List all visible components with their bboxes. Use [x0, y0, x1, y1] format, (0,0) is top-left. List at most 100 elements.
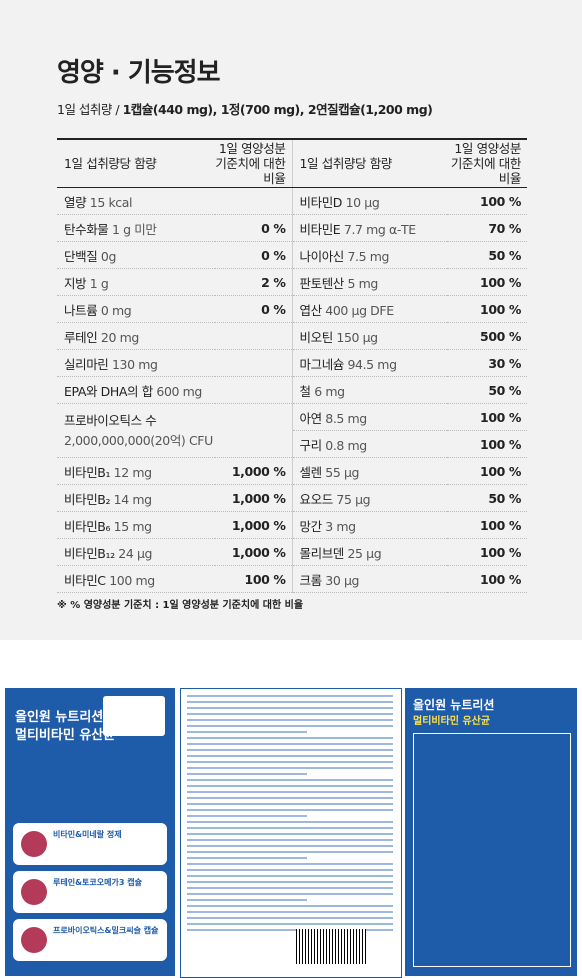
item-amount: 1 g 미만 — [111, 221, 157, 237]
item-amount: 25 μg — [347, 545, 382, 561]
serving: 1일 섭취량 / 1캡슐(440 mg), 1정(700 mg), 2연질캡슐(… — [57, 99, 433, 118]
text-line — [187, 809, 393, 811]
name-cell: 몰리브덴 25 μg — [292, 538, 447, 566]
header-cell: 1일 영양성분 기준치에 대한 비율 — [215, 138, 293, 188]
text-line — [187, 833, 393, 835]
product-card: 루테인&토코오메가3 캡슐 — [13, 871, 167, 913]
item-amount: 14 mg — [113, 491, 152, 507]
package-back — [180, 688, 402, 978]
item-percent: 100 % — [480, 463, 521, 479]
text-line — [187, 785, 393, 787]
nutrition-table: 1일 섭취량당 함량 1일 영양성분 기준치에 대한 비율 1일 섭취량당 함량 1일… — [57, 138, 527, 593]
card-icon — [21, 831, 47, 857]
name-cell: 나트륨 0 mg — [57, 295, 215, 323]
percent-cell: 100 % — [447, 538, 527, 566]
item-name: 비타민C — [64, 572, 106, 588]
text-line — [187, 899, 307, 901]
name-cell: 단백질 0g — [57, 241, 215, 269]
text-line — [187, 863, 393, 865]
table-row: 단백질 0g 0 % 나이아신 7.5 mg 50 % — [57, 241, 527, 269]
item-percent: 50 % — [488, 247, 521, 263]
item-name: 비타민B₆ — [64, 518, 111, 534]
table-row: 비타민B₂ 14 mg 1,000 % 요오드 75 μg 50 % — [57, 484, 527, 512]
item-percent: 1,000 % — [231, 463, 286, 479]
item-name: 요오드 — [299, 491, 334, 507]
percent-cell — [215, 322, 293, 350]
text-line — [187, 707, 393, 709]
text-line — [187, 773, 307, 775]
name-cell: 비타민D 10 μg — [292, 187, 447, 215]
serving-label: 1일 섭취량 / — [57, 102, 123, 117]
item-percent: 100 % — [480, 571, 521, 587]
item-percent: 2 % — [261, 274, 286, 290]
percent-cell: 2 % — [215, 268, 293, 296]
name-cell: 엽산 400 μg DFE — [292, 295, 447, 323]
item-name: 비타민E — [299, 221, 341, 237]
name-cell: 비오틴 150 μg — [292, 322, 447, 350]
name-cell: 비타민B₂ 14 mg — [57, 484, 215, 512]
item-name: 크롬 — [299, 572, 323, 588]
item-name: 몰리브덴 — [299, 545, 345, 561]
item-amount: 600 mg — [156, 383, 202, 399]
text-line — [187, 731, 307, 733]
percent-cell: 1,000 % — [215, 457, 293, 485]
item-name: 비오틴 — [299, 329, 334, 345]
title: 영양 · 기능정보 — [57, 58, 221, 88]
item-amount: 8.5 mg — [325, 410, 367, 426]
name-cell: 비타민E 7.7 mg α-TE — [292, 214, 447, 242]
name-cell: 열량 15 kcal — [57, 187, 215, 215]
text-line — [187, 905, 393, 907]
table-row: 비타민B₁ 12 mg 1,000 % 셀렌 55 μg 100 % — [57, 457, 527, 485]
percent-cell: 0 % — [215, 295, 293, 323]
name-cell: 탄수화물 1 g 미만 — [57, 214, 215, 242]
table-row: 실리마린 130 mg 마그네슘 94.5 mg 30 % — [57, 349, 527, 377]
product-card: 비타민&미네랄 정제 — [13, 823, 167, 865]
item-percent: 1,000 % — [231, 544, 286, 560]
name-cell: EPA와 DHA의 합 600 mg — [57, 376, 215, 404]
item-amount: 15 mg — [113, 518, 152, 534]
item-percent: 100 % — [480, 274, 521, 290]
header-cell: 1일 섭취량당 함량 — [292, 138, 447, 188]
item-percent: 100 % — [480, 517, 521, 533]
table-row: 루테인 20 mg 비오틴 150 μg 500 % — [57, 322, 527, 350]
item-name: 나이아신 — [299, 248, 345, 264]
percent-cell: 50 % — [447, 376, 527, 404]
item-amount: 6 mg — [314, 383, 345, 399]
text-line — [187, 755, 393, 757]
info-panel: 영양 · 기능정보 1일 섭취량 / 1캡슐(440 mg), 1정(700 m… — [0, 0, 582, 640]
name-cell: 비타민B₁₂ 24 μg — [57, 538, 215, 566]
name-cell: 철 6 mg — [292, 376, 447, 404]
item-name: 열량 — [64, 194, 87, 210]
item-amount: 100 mg — [109, 572, 155, 588]
percent-cell — [215, 349, 293, 377]
percent-cell — [215, 403, 293, 458]
item-percent: 50 % — [488, 382, 521, 398]
table-row: 지방 1 g 2 % 판토텐산 5 mg 100 % — [57, 268, 527, 296]
footnote: ※ % 영양성분 기준치 : 1일 영양성분 기준치에 대한 비율 — [57, 600, 304, 611]
text-line — [187, 797, 393, 799]
item-amount: 0.8 mg — [325, 437, 367, 453]
text-line — [187, 737, 393, 739]
item-amount: 15 kcal — [89, 194, 133, 210]
table-row: 구리 0.8 mg 100 % — [57, 430, 527, 458]
text-line — [187, 713, 393, 715]
text-line — [187, 845, 393, 847]
name-cell: 루테인 20 mg — [57, 322, 215, 350]
name-cell: 크롬 30 μg — [292, 565, 447, 593]
text-line — [187, 701, 393, 703]
percent-cell: 50 % — [447, 241, 527, 269]
percent-cell: 1,000 % — [215, 511, 293, 539]
item-amount: 94.5 mg — [347, 356, 397, 372]
text-line — [187, 803, 393, 805]
item-percent: 70 % — [488, 220, 521, 236]
percent-cell: 50 % — [447, 484, 527, 512]
text-line — [187, 743, 393, 745]
text-line — [187, 911, 393, 913]
item-amount: 24 μg — [118, 545, 153, 561]
name-cell: 프로바이오틱스 수 2,000,000,000(20억) CFU — [57, 403, 215, 458]
product: 멀티비타민 유산균 — [15, 728, 116, 743]
name-cell: 요오드 75 μg — [292, 484, 447, 512]
table-row: 나트륨 0 mg 0 % 엽산 400 μg DFE 100 % — [57, 295, 527, 323]
item-amount: 5 mg — [347, 275, 378, 291]
item-name: 탄수화물 — [64, 221, 109, 237]
